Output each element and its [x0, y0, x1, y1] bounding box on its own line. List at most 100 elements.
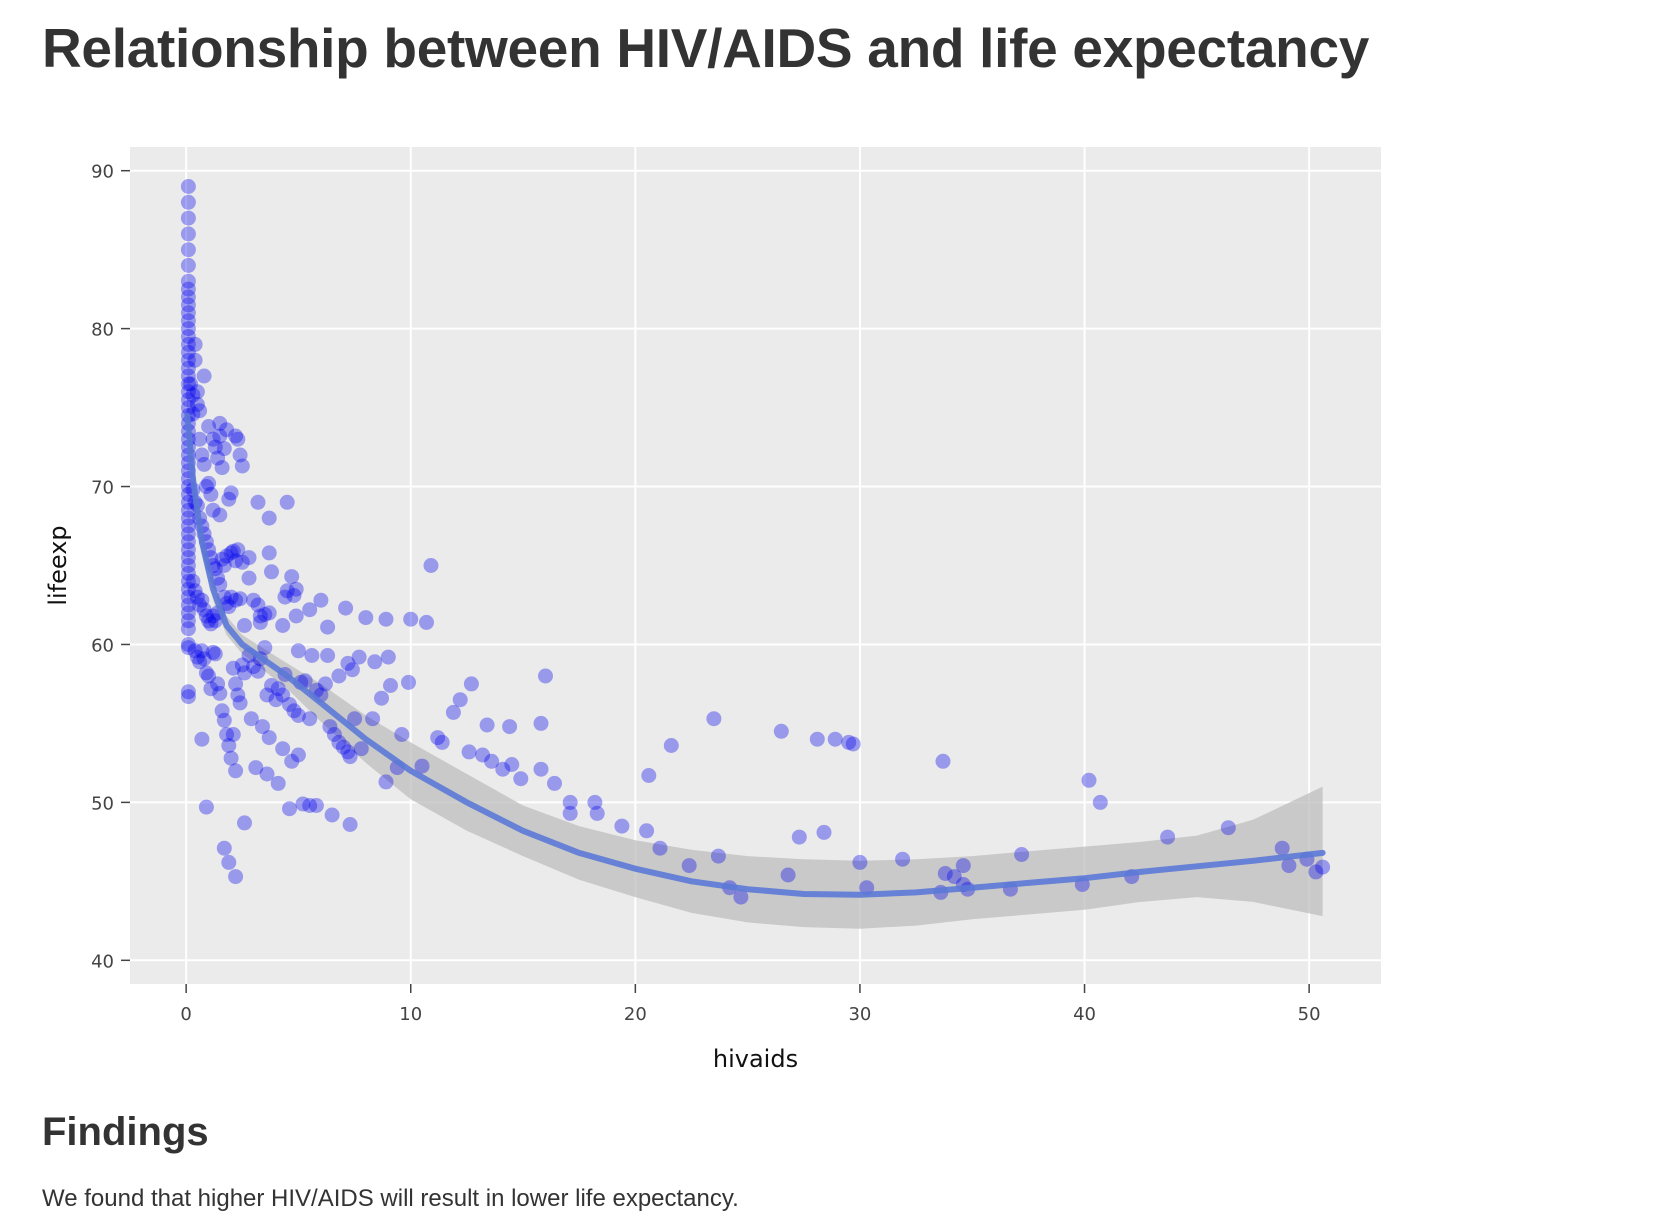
data-point [185, 387, 201, 403]
data-point [419, 614, 434, 630]
data-point [180, 518, 196, 534]
data-point [180, 344, 196, 360]
data-point [589, 805, 605, 821]
data-point [322, 719, 338, 735]
trend-line [184, 412, 1326, 898]
data-point [210, 450, 226, 466]
data-point [212, 577, 228, 592]
data-point [180, 376, 196, 392]
data-point [562, 805, 578, 821]
data-point [237, 815, 252, 831]
data-point [342, 817, 358, 832]
data-point [320, 648, 336, 663]
data-point [288, 581, 304, 597]
scatter-chart: 0 10 20 30 40 50 40 50 60 70 80 90 hivaids lifeexp [44, 147, 1381, 1073]
data-point [203, 681, 219, 697]
data-point [264, 678, 279, 693]
data-point [852, 854, 868, 870]
data-point [268, 692, 284, 708]
data-point [223, 750, 239, 766]
data-point [809, 731, 825, 747]
data-point [394, 727, 410, 742]
data-point [180, 573, 196, 589]
data-point [547, 775, 562, 791]
y-tick-label: 70 [91, 478, 114, 499]
data-point [180, 565, 196, 581]
data-point [180, 360, 196, 376]
data-point [198, 799, 214, 815]
data-point [180, 352, 196, 368]
data-point [207, 613, 223, 629]
data-point [261, 605, 277, 621]
data-point [201, 613, 217, 629]
data-point [214, 460, 230, 476]
x-tick-label: 0 [180, 1004, 191, 1025]
data-point [252, 608, 268, 624]
data-point [212, 428, 228, 444]
data-point [463, 676, 479, 692]
data-point [378, 611, 394, 627]
data-point [180, 297, 196, 313]
data-point [198, 608, 214, 624]
data-point [791, 829, 807, 845]
data-point [286, 703, 302, 719]
data-point [338, 600, 354, 616]
data-point [264, 564, 279, 580]
data-point [180, 289, 196, 305]
findings-heading: Findings [42, 1110, 209, 1154]
data-point [270, 775, 286, 791]
data-point [513, 771, 529, 787]
confidence-band [187, 396, 1323, 929]
data-point [194, 731, 210, 747]
data-point [261, 510, 277, 526]
data-point [198, 479, 214, 494]
y-tick-label: 40 [91, 951, 114, 972]
data-point [210, 676, 226, 692]
data-point [212, 507, 228, 523]
data-point [290, 747, 306, 763]
data-point [205, 502, 221, 518]
data-point [196, 602, 212, 618]
y-tick-label: 90 [91, 162, 114, 183]
data-point [1315, 859, 1331, 875]
data-point [1014, 847, 1030, 862]
data-point [234, 458, 250, 474]
data-point [180, 321, 196, 337]
data-point [243, 711, 259, 727]
data-point [205, 431, 221, 447]
data-point [216, 712, 232, 728]
data-point [290, 643, 306, 659]
data-point [216, 558, 232, 573]
data-point [187, 352, 203, 368]
data-point [324, 807, 340, 823]
data-point [219, 422, 235, 438]
data-point [180, 257, 196, 273]
data-point [221, 854, 237, 870]
data-point [816, 824, 832, 840]
data-point [189, 589, 205, 605]
data-point [250, 597, 266, 613]
data-point [180, 226, 196, 242]
data-point [212, 685, 228, 701]
data-point [187, 643, 203, 659]
data-point [216, 441, 232, 457]
data-point [232, 591, 248, 607]
x-tick-label: 30 [848, 1004, 871, 1025]
data-point [320, 619, 336, 635]
data-point [187, 583, 203, 599]
data-point [484, 753, 500, 769]
data-point [180, 542, 196, 558]
data-point [180, 689, 196, 705]
data-point [773, 723, 789, 739]
data-point [180, 550, 196, 566]
data-point [180, 368, 196, 384]
data-point [261, 730, 277, 746]
data-point [304, 648, 320, 663]
data-point [180, 534, 196, 550]
data-point [241, 570, 257, 586]
data-point [180, 313, 196, 329]
data-point [189, 396, 205, 412]
data-point [1274, 840, 1290, 856]
data-point [180, 640, 196, 656]
data-point [205, 608, 221, 624]
